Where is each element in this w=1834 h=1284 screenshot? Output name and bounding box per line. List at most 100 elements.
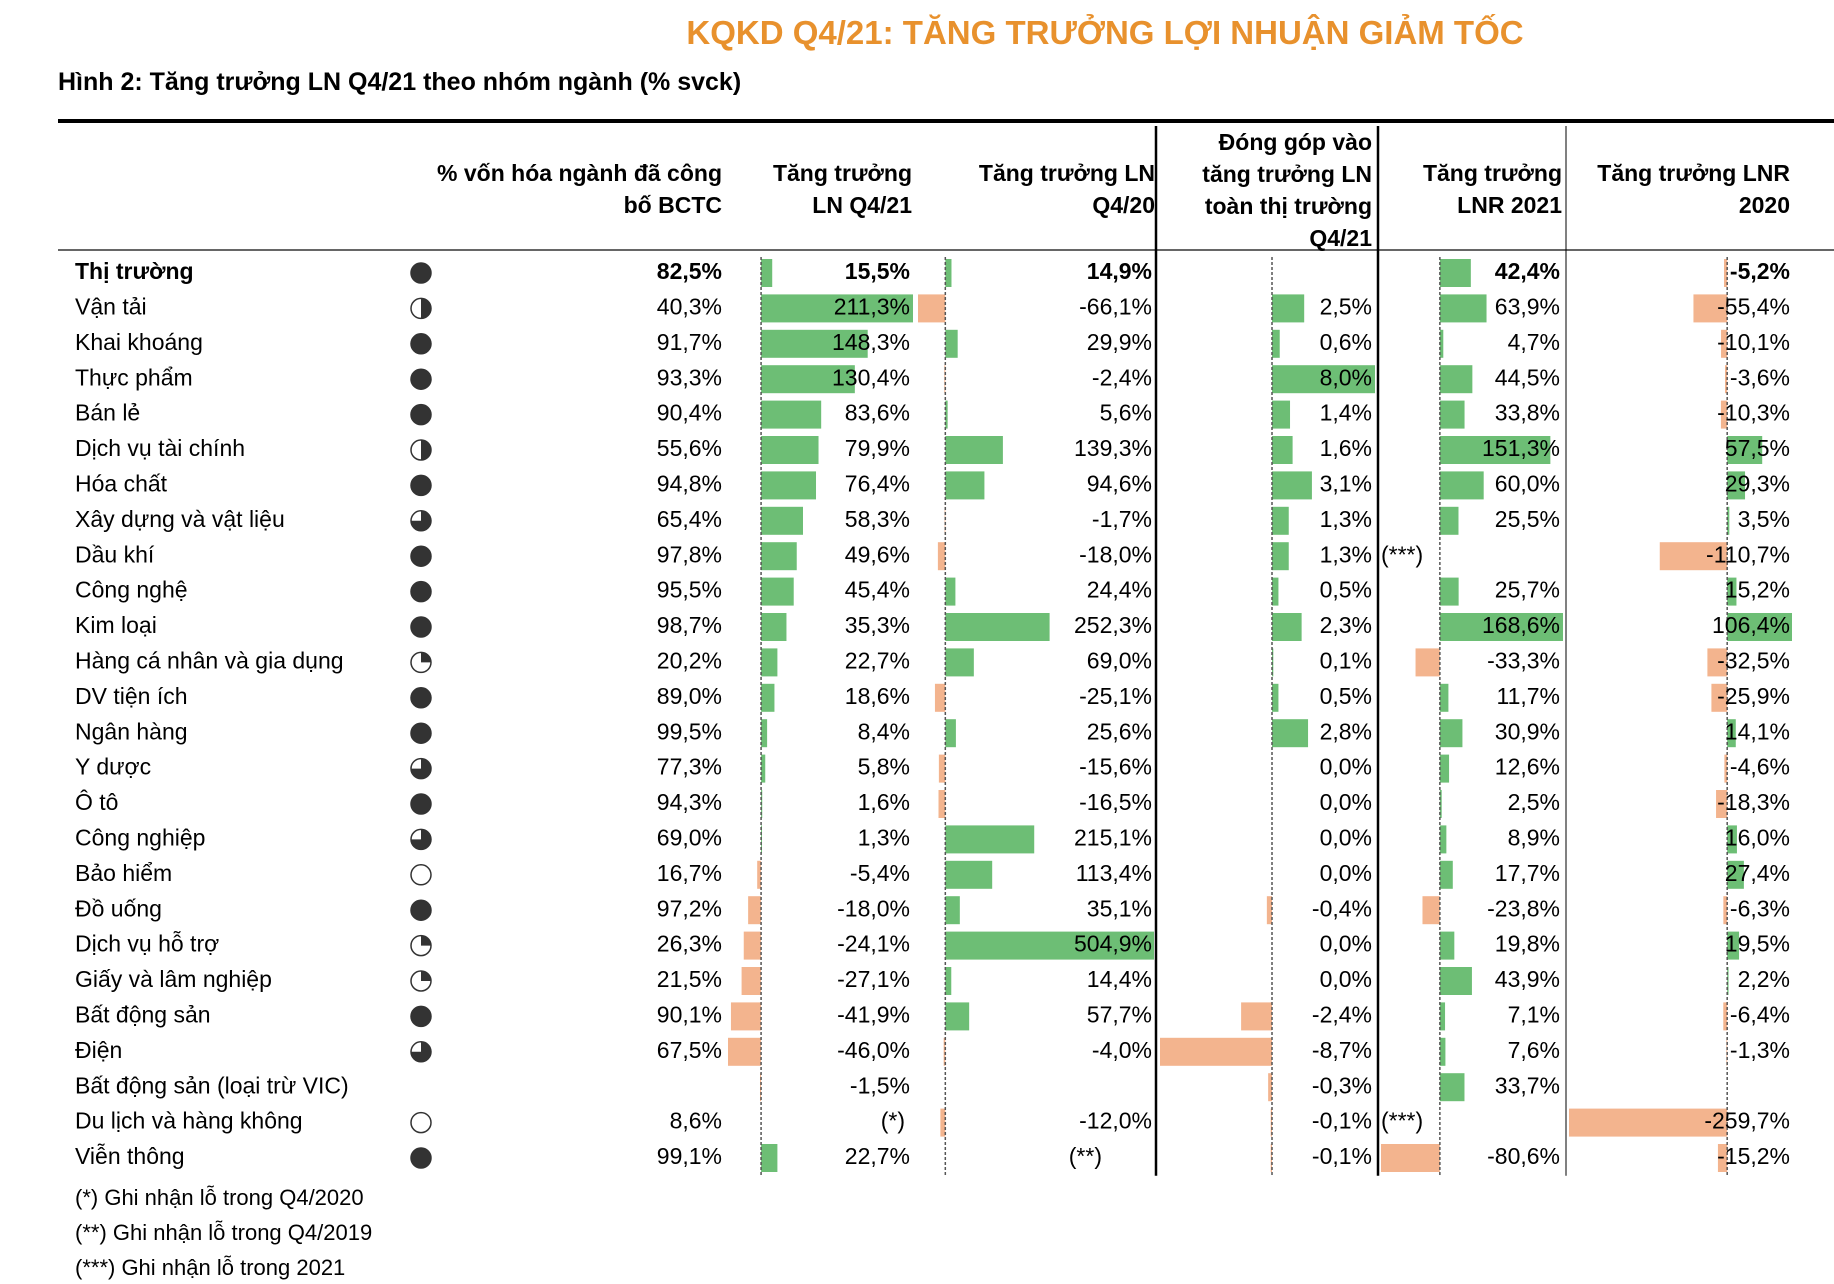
row-label: DV tiện ích — [75, 683, 188, 709]
coverage-icon — [410, 793, 432, 815]
data-bar — [1160, 1037, 1273, 1066]
data-bar — [1439, 577, 1459, 606]
cell: 215,1% — [1074, 824, 1152, 850]
cell: -2,4% — [1312, 1001, 1372, 1027]
cell: -46,0% — [837, 1037, 910, 1063]
cell: 33,8% — [1495, 400, 1560, 426]
data-bar — [761, 683, 775, 712]
cell: 57,7% — [1087, 1001, 1152, 1027]
data-bar — [741, 967, 762, 995]
data-bar — [1717, 1144, 1728, 1172]
cell: 90,1% — [657, 1001, 722, 1027]
cell: -18,0% — [1079, 541, 1152, 567]
row-label: Công nghiệp — [75, 824, 205, 850]
cell: 60,0% — [1495, 470, 1560, 496]
cell: 8,9% — [1508, 824, 1560, 850]
cell: 3,5% — [1738, 506, 1790, 532]
cell: -2,4% — [1092, 364, 1152, 390]
cell: -18,3% — [1717, 789, 1790, 815]
data-bar — [1272, 719, 1309, 748]
cell: 0,0% — [1320, 824, 1372, 850]
cell: 25,7% — [1495, 577, 1560, 603]
title: KQKD Q4/21: TĂNG TRƯỞNG LỢI NHUẬN GIẢM T… — [686, 14, 1524, 51]
cell: 16,0% — [1725, 824, 1790, 850]
cell: 99,1% — [657, 1143, 722, 1169]
coverage-wedge — [411, 510, 432, 531]
data-bar — [1272, 542, 1289, 571]
data-bar — [1727, 436, 1763, 464]
cell: 12,6% — [1495, 754, 1560, 780]
data-bar — [1439, 790, 1442, 818]
data-bar — [1415, 648, 1440, 677]
data-bar — [1439, 860, 1453, 889]
cell: 2,5% — [1508, 789, 1560, 815]
cell: -4,0% — [1092, 1037, 1152, 1063]
cell: 1,4% — [1320, 400, 1372, 426]
cell: 168,6% — [1482, 612, 1560, 638]
row-label: Giấy và lâm nghiệp — [75, 966, 272, 992]
cell: -10,1% — [1717, 329, 1790, 355]
data-bar — [1727, 506, 1730, 535]
column-header: Tăng trưởng LNR 2020 — [1597, 160, 1790, 218]
cell: -15,6% — [1079, 754, 1152, 780]
cell: 113,4% — [1076, 860, 1152, 886]
cell: -5,4% — [850, 860, 910, 886]
cell: -25,1% — [1079, 683, 1152, 709]
coverage-wedge — [421, 440, 431, 460]
cell: 0,0% — [1320, 966, 1372, 992]
data-bar — [945, 400, 948, 429]
data-bar — [761, 506, 803, 535]
cell: 89,0% — [657, 683, 722, 709]
coverage-icon — [410, 722, 432, 744]
data-bar — [1272, 506, 1289, 535]
coverage-wedge — [421, 935, 431, 946]
data-bar — [1727, 577, 1737, 606]
cell: -33,3% — [1487, 647, 1560, 673]
data-bar — [938, 790, 946, 818]
cell: -80,6% — [1487, 1143, 1560, 1169]
data-bar — [1272, 294, 1305, 323]
data-bar — [1727, 825, 1737, 854]
data-bar — [1439, 329, 1444, 358]
coverage-icon — [410, 580, 432, 603]
cell: 69,0% — [657, 824, 722, 850]
cell: -16,5% — [1079, 789, 1152, 815]
data-bar — [1272, 400, 1291, 429]
data-bar — [1726, 1037, 1728, 1066]
data-bar — [1727, 719, 1736, 748]
row-label: Xây dựng và vật liệu — [75, 506, 285, 532]
data-bar — [761, 400, 822, 429]
data-bar — [945, 825, 1035, 854]
cell: 97,8% — [657, 541, 722, 567]
cell: 35,3% — [845, 612, 910, 638]
data-bar — [730, 1002, 762, 1031]
cell: -6,3% — [1730, 895, 1790, 921]
data-bar — [1272, 365, 1375, 394]
cell: 504,9% — [1074, 931, 1152, 957]
data-bar — [945, 613, 1050, 641]
data-bar — [761, 648, 778, 677]
cell: 151,3% — [1482, 435, 1560, 461]
cell: 15,5% — [845, 258, 910, 284]
cell: -0,1% — [1312, 1108, 1372, 1134]
cell: 3,1% — [1320, 470, 1372, 496]
row-label: Bảo hiểm — [75, 860, 172, 886]
data-bar — [1439, 471, 1484, 500]
data-bar — [945, 329, 958, 358]
data-bar — [1272, 577, 1279, 606]
cell: 0,0% — [1320, 789, 1372, 815]
row-label: Viễn thông — [75, 1143, 185, 1169]
cell: 8,4% — [858, 718, 910, 744]
cell: 94,6% — [1087, 470, 1152, 496]
cell: 8,0% — [1320, 364, 1372, 390]
cell: -1,5% — [850, 1072, 910, 1098]
data-bar — [938, 754, 946, 783]
coverage-icon — [410, 1005, 432, 1028]
row-label: Công nghệ — [75, 577, 188, 603]
cell: -8,7% — [1312, 1037, 1372, 1063]
cell: 0,5% — [1320, 577, 1372, 603]
column-header: Tăng trưởng LNR 2021 — [1422, 160, 1562, 218]
row-label: Vận tải — [75, 293, 147, 319]
row-label: Dịch vụ tài chính — [75, 435, 245, 461]
